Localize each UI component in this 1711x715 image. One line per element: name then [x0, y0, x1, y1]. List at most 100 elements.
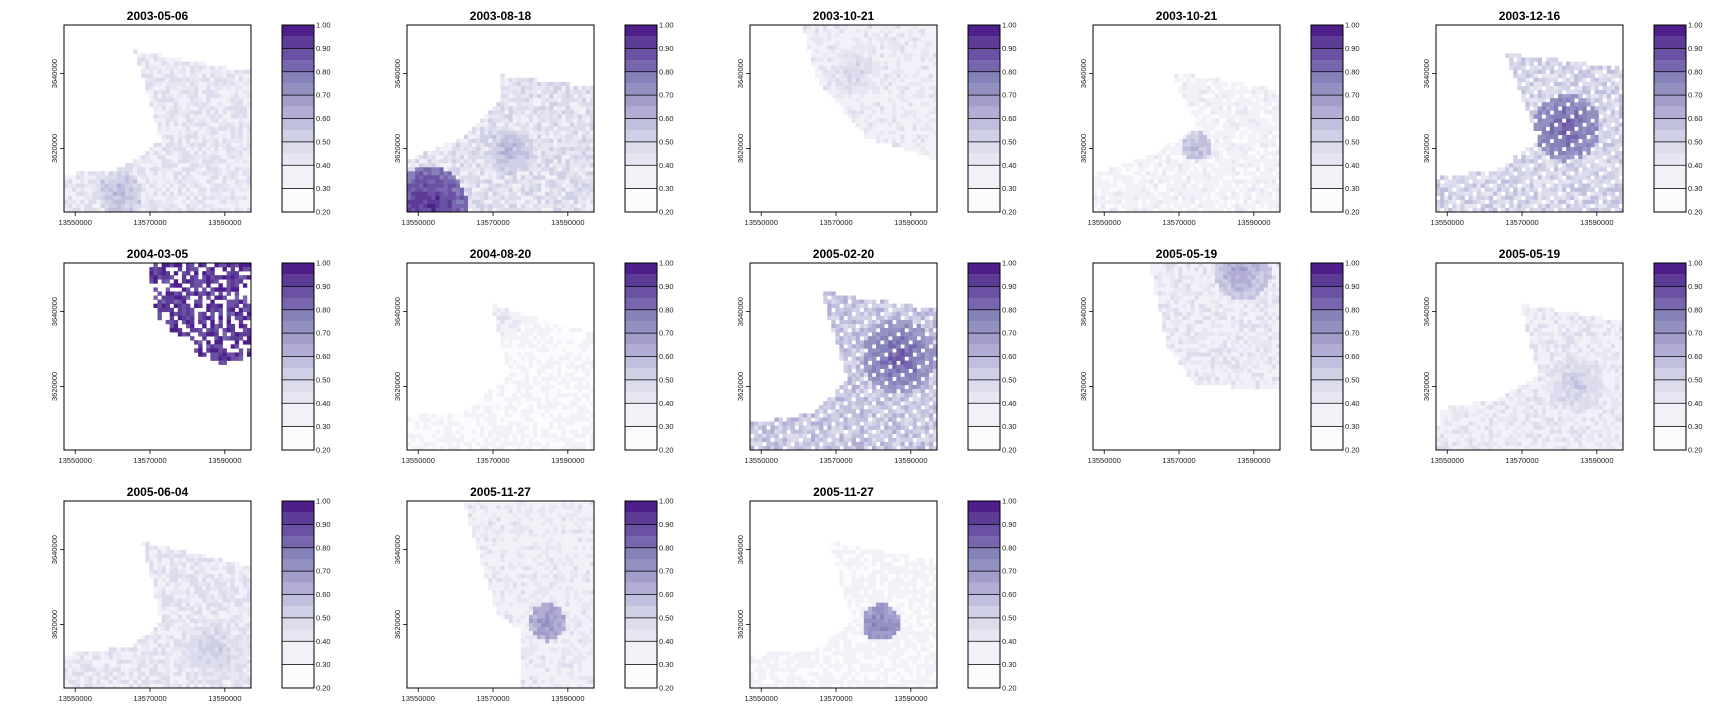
raster-cell [1235, 130, 1240, 136]
raster-cell [500, 207, 505, 213]
raster-cell [1456, 187, 1461, 192]
raster-cell [561, 102, 566, 107]
raster-cell [1210, 126, 1216, 131]
raster-cell [1247, 163, 1252, 168]
raster-cell [246, 81, 252, 87]
raster-cell [1223, 187, 1228, 192]
raster-cell [153, 94, 158, 99]
raster-cell [500, 90, 505, 95]
raster-cell [500, 167, 505, 172]
raster-cell [589, 122, 595, 127]
raster-cell [439, 183, 444, 188]
raster-cell [1105, 207, 1110, 213]
raster-cell [577, 191, 583, 197]
raster-cell [880, 102, 885, 107]
raster-cell [1501, 179, 1506, 184]
raster-cell [185, 65, 191, 71]
raster-cell [439, 163, 444, 168]
raster-cell [1541, 69, 1547, 75]
raster-cell [553, 110, 558, 115]
raster-cell [1440, 203, 1445, 209]
raster-cell [1553, 138, 1559, 144]
raster-cell [1194, 179, 1199, 184]
raster-cell [573, 102, 579, 107]
raster-cell [1484, 191, 1490, 197]
raster-cell [1513, 175, 1518, 180]
raster-cell [181, 94, 187, 99]
raster-cell [210, 90, 215, 95]
raster-cell [1210, 199, 1216, 205]
raster-cell [1178, 175, 1183, 180]
raster-cell [1440, 183, 1445, 188]
raster-cell [819, 37, 824, 42]
raster-cell [415, 179, 420, 184]
raster-cell [888, 118, 893, 123]
plot-frame [63, 24, 252, 213]
raster-cell [908, 90, 913, 95]
raster-cell [537, 114, 542, 119]
raster-cell [181, 179, 187, 184]
raster-cell [1190, 159, 1195, 164]
raster-cell [1178, 146, 1183, 152]
raster-cell [928, 37, 934, 42]
raster-cell [1206, 175, 1212, 180]
raster-cell [1525, 57, 1530, 62]
raster-cell [928, 90, 934, 95]
raster-cell [242, 179, 248, 184]
raster-cell [843, 49, 848, 54]
raster-cell [112, 191, 118, 197]
raster-cell [1541, 175, 1547, 180]
raster-cell [120, 187, 126, 192]
raster-cell [108, 175, 114, 180]
raster-cell [524, 130, 530, 136]
raster-cell [177, 151, 183, 156]
raster-cell [912, 77, 917, 83]
raster-cell [1566, 179, 1571, 184]
raster-cell [202, 207, 207, 213]
raster-cell [1174, 199, 1179, 205]
raster-cell [920, 114, 926, 119]
raster-cell [459, 199, 465, 205]
raster-cell [1562, 69, 1567, 75]
raster-cell [190, 73, 195, 79]
raster-cell [1263, 90, 1269, 95]
raster-cell [1239, 191, 1244, 197]
raster-cell [459, 163, 465, 168]
raster-cell [214, 163, 219, 168]
raster-cell [880, 106, 885, 111]
raster-cell [533, 102, 538, 107]
raster-cell [222, 94, 227, 99]
raster-cell [589, 106, 595, 111]
raster-cell [806, 41, 812, 46]
raster-cell [520, 179, 526, 184]
raster-cell [1182, 77, 1187, 83]
raster-cell [520, 81, 526, 87]
raster-cell [214, 171, 219, 176]
raster-cell [1133, 179, 1139, 184]
raster-cell [815, 41, 820, 46]
raster-cell [1255, 171, 1260, 176]
raster-cell [1553, 106, 1559, 111]
raster-cell [124, 195, 130, 201]
raster-cell [455, 138, 461, 144]
raster-cell [1149, 167, 1155, 172]
raster-cell [181, 73, 187, 79]
raster-cell [863, 106, 869, 111]
raster-cell [1529, 81, 1534, 87]
raster-cell [855, 41, 861, 46]
raster-cell [1501, 187, 1506, 192]
raster-cell [1182, 73, 1187, 79]
colorbar-label: 0.30 [316, 184, 331, 193]
raster-cell [463, 183, 469, 188]
raster-cell [528, 199, 534, 205]
raster-cell [508, 81, 513, 87]
raster-cell [488, 146, 493, 152]
colorbar-swatch [1311, 188, 1343, 213]
raster-cell [480, 159, 485, 164]
raster-cell [819, 49, 824, 54]
raster-cell [1259, 155, 1265, 160]
raster-cell [1125, 171, 1130, 176]
raster-cell [202, 191, 207, 197]
raster-cell [1557, 118, 1563, 123]
raster-cell [1553, 142, 1559, 148]
